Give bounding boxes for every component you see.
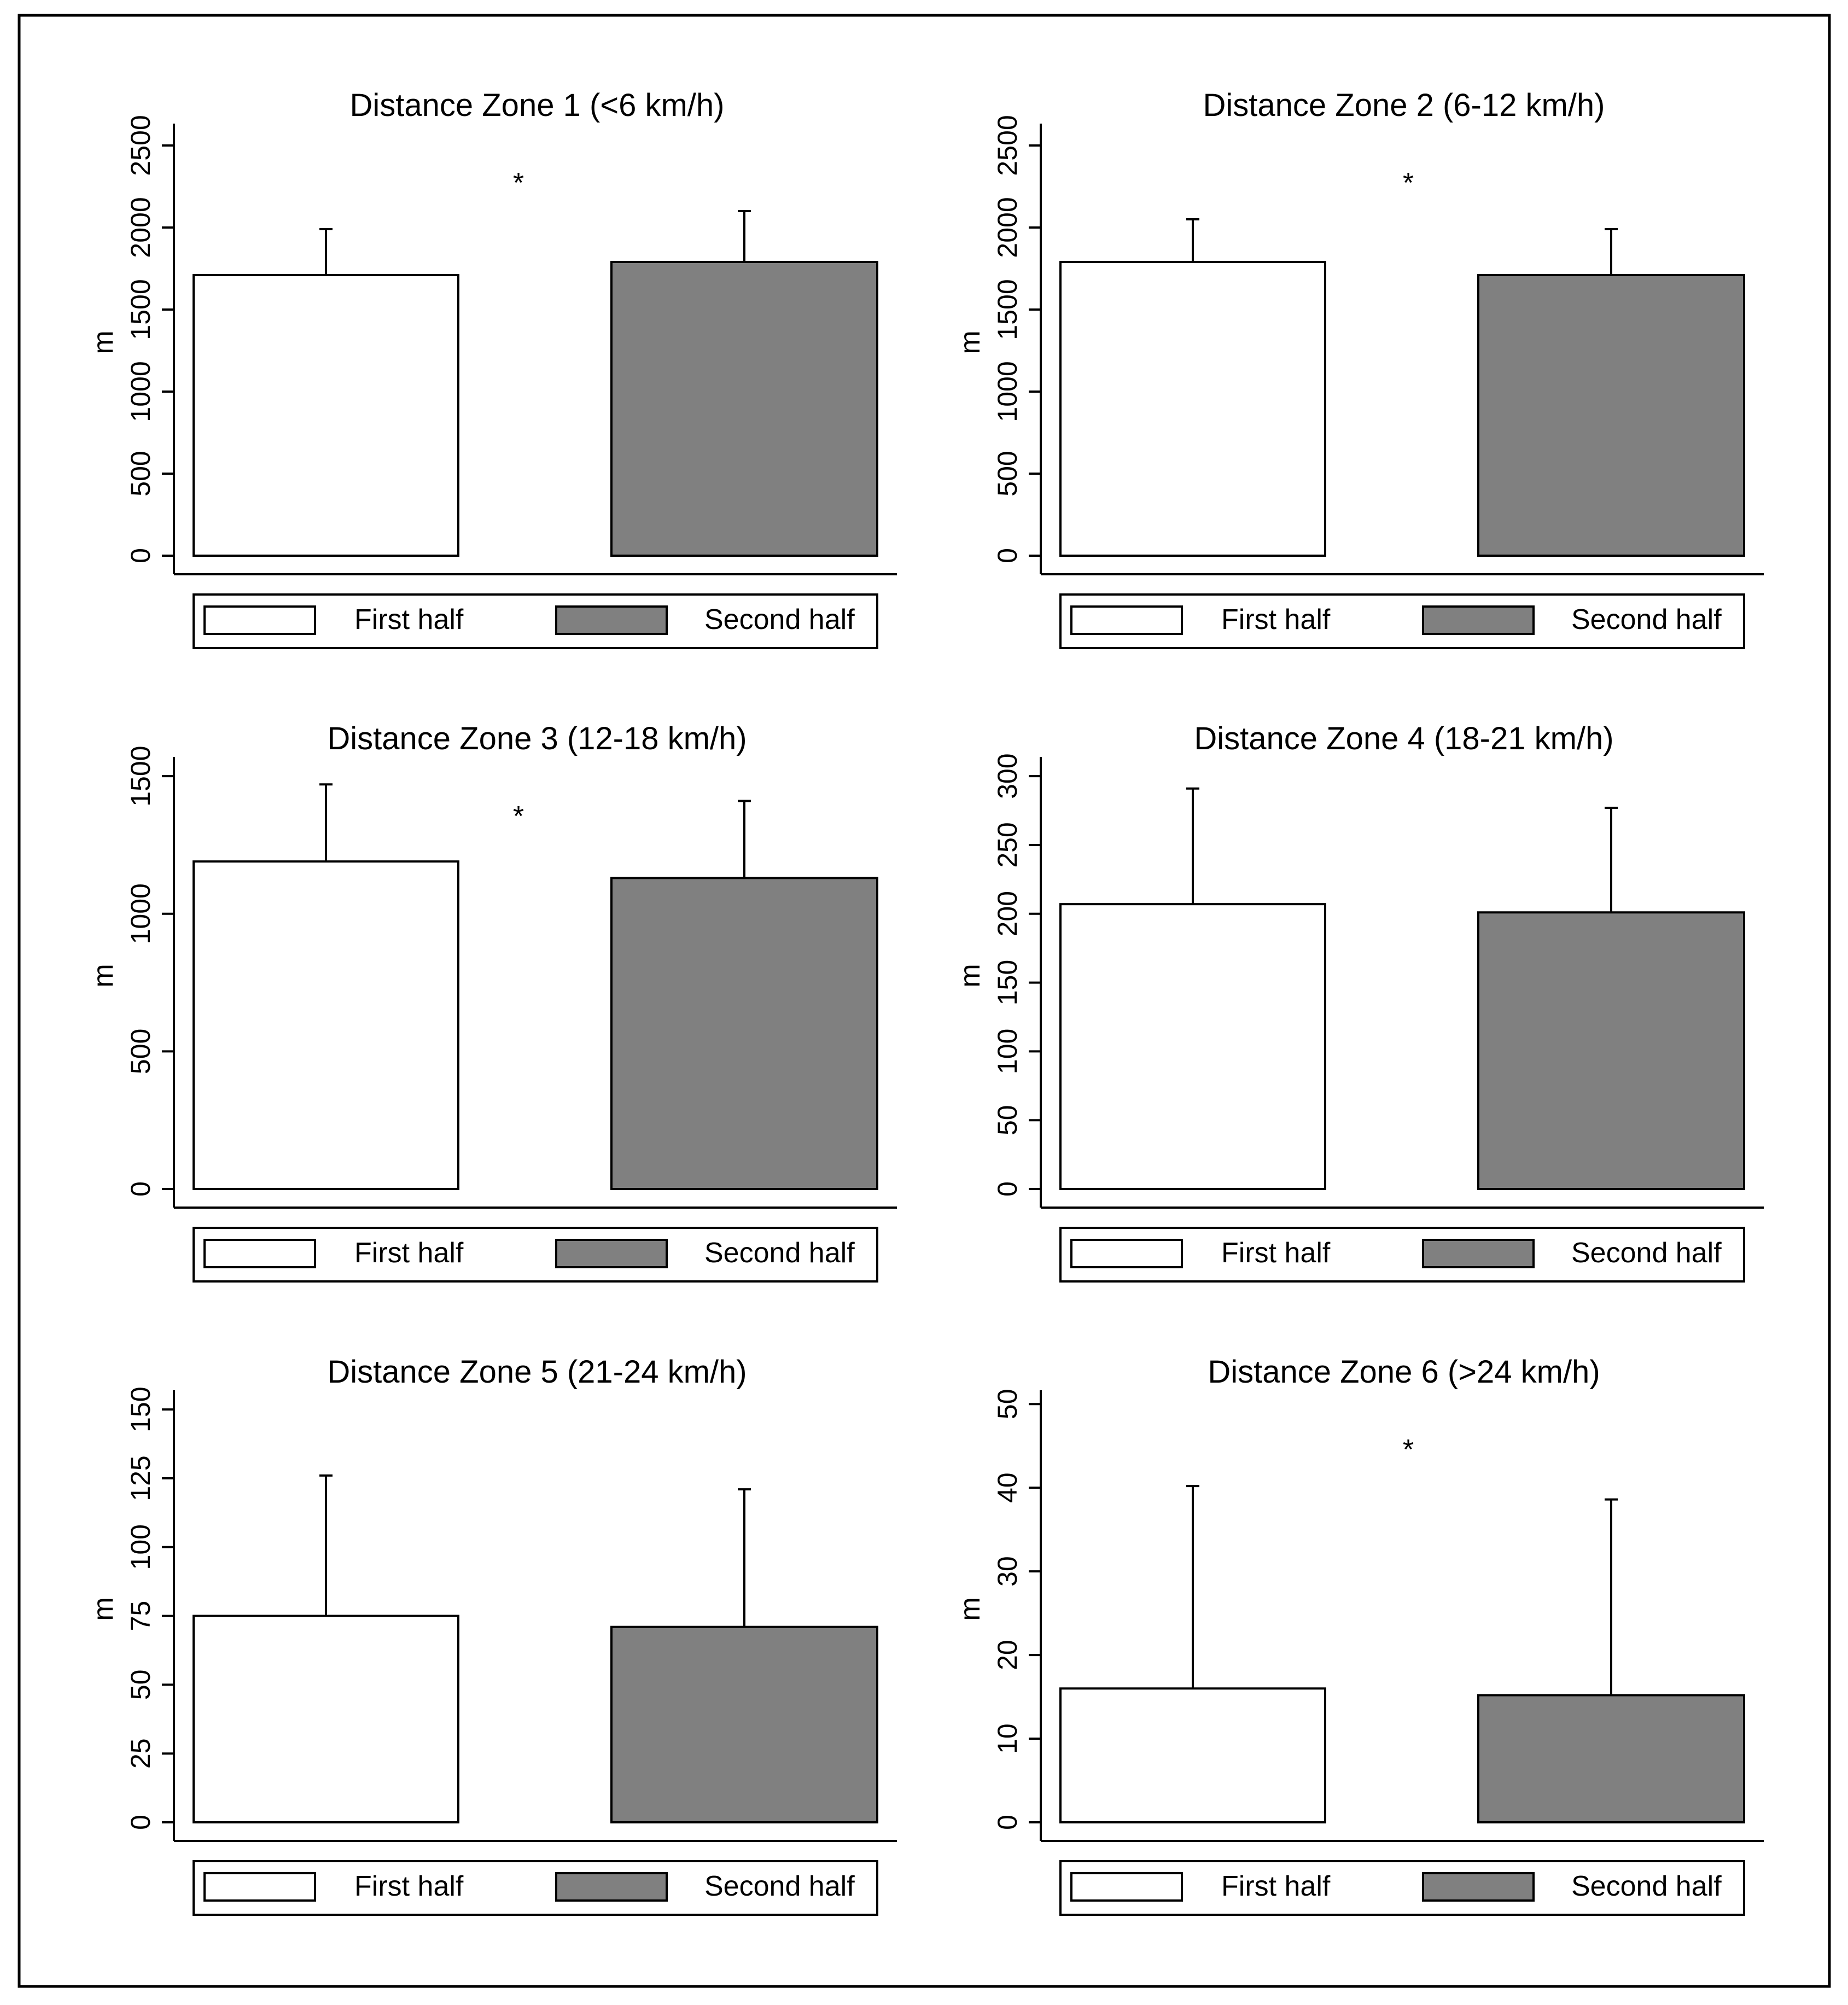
- chart-title: Distance Zone 1 (<6 km/h): [349, 88, 724, 123]
- y-tick-label: 500: [992, 451, 1023, 496]
- y-tick-label: 0: [125, 548, 156, 563]
- y-tick-label: 0: [992, 548, 1023, 563]
- bar-second-half: [1477, 911, 1745, 1190]
- legend-label-first-half: First half: [1221, 1237, 1331, 1269]
- y-tick-label: 30: [992, 1556, 1023, 1587]
- y-tick-label: 50: [992, 1389, 1023, 1419]
- bar-first-half: [1059, 903, 1326, 1190]
- legend-swatch-second-half: [1422, 605, 1535, 635]
- y-axis-label: m: [88, 1597, 119, 1621]
- significance-marker: *: [1403, 167, 1414, 199]
- legend-swatch-first-half: [1070, 1239, 1183, 1268]
- legend-swatch-first-half: [1070, 1872, 1183, 1902]
- legend-swatch-second-half: [555, 1239, 668, 1268]
- legend-label-second-half: Second half: [1571, 1870, 1722, 1902]
- legend-label-second-half: Second half: [704, 604, 855, 636]
- y-tick-label: 250: [992, 822, 1023, 867]
- bar-second-half: [1477, 1694, 1745, 1823]
- legend-label-first-half: First half: [354, 604, 464, 636]
- chart-title: Distance Zone 5 (21-24 km/h): [327, 1354, 747, 1390]
- chart-panel-3: Distance Zone 3 (12-18 km/h) 0 500 1000 1500…: [88, 721, 897, 1283]
- y-tick-label: 2500: [992, 115, 1023, 176]
- y-tick-label: 100: [992, 1029, 1023, 1074]
- legend-swatch-first-half: [203, 1872, 316, 1902]
- y-tick-label: 150: [125, 1386, 156, 1432]
- y-tick-label: 25: [125, 1738, 156, 1769]
- y-tick-label: 125: [125, 1455, 156, 1501]
- y-tick-label: 500: [125, 451, 156, 496]
- y-tick-label: 10: [992, 1723, 1023, 1754]
- bar-second-half: [1477, 274, 1745, 557]
- legend-swatch-first-half: [1070, 605, 1183, 635]
- y-tick-label: 20: [992, 1640, 1023, 1670]
- chart-panel-4: Distance Zone 4 (18-21 km/h) 0 50 100 150 200…: [954, 721, 1764, 1283]
- legend-swatch-second-half: [555, 1872, 668, 1902]
- y-tick-label: 50: [992, 1105, 1023, 1135]
- y-tick-label: 40: [992, 1472, 1023, 1503]
- bar-second-half: [610, 1625, 878, 1823]
- y-tick-label: 1500: [125, 746, 156, 807]
- y-tick-label: 2000: [992, 197, 1023, 258]
- significance-marker: *: [513, 801, 524, 832]
- legend-label-second-half: Second half: [1571, 604, 1722, 636]
- chart-title: Distance Zone 3 (12-18 km/h): [327, 721, 747, 756]
- y-axis-label: m: [88, 964, 119, 987]
- y-axis-label: m: [954, 964, 986, 987]
- y-tick-label: 200: [992, 891, 1023, 936]
- bar-first-half: [193, 274, 459, 557]
- significance-marker: *: [513, 167, 524, 199]
- y-tick-label: 0: [125, 1815, 156, 1830]
- y-tick-label: 2000: [125, 197, 156, 258]
- y-tick-label: 150: [992, 960, 1023, 1005]
- legend-swatch-first-half: [203, 1239, 316, 1268]
- legend-label-first-half: First half: [354, 1237, 464, 1269]
- y-tick-label: 1000: [125, 361, 156, 422]
- legend-label-second-half: Second half: [704, 1237, 855, 1269]
- legend-box: [1059, 593, 1745, 649]
- bar-second-half: [610, 877, 878, 1190]
- significance-marker: *: [1403, 1434, 1414, 1466]
- legend-label-first-half: First half: [1221, 1870, 1331, 1902]
- y-tick-label: 0: [125, 1181, 156, 1197]
- y-tick-label: 1500: [125, 279, 156, 340]
- y-axis-label: m: [88, 330, 119, 354]
- y-tick-label: 75: [125, 1601, 156, 1631]
- y-tick-label: 100: [125, 1524, 156, 1570]
- panels: Distance Zone 1 (<6 km/h)050010001500200…: [88, 88, 1764, 1916]
- y-axis-label: m: [954, 330, 986, 354]
- chart-panel-5: Distance Zone 5 (21-24 km/h) 0 25 50 75 100 12…: [88, 1354, 897, 1916]
- chart-title: Distance Zone 4 (18-21 km/h): [1194, 721, 1613, 756]
- bar-first-half: [1059, 1687, 1326, 1824]
- legend-label-first-half: First half: [1221, 604, 1331, 636]
- y-tick-label: 1500: [992, 279, 1023, 340]
- y-tick-label: 0: [992, 1181, 1023, 1197]
- chart-panel-1: Distance Zone 1 (<6 km/h) 0 500 1000 1500 200…: [88, 88, 897, 649]
- legend-swatch-second-half: [1422, 1239, 1535, 1268]
- chart-title: Distance Zone 2 (6-12 km/h): [1203, 88, 1605, 123]
- y-tick-label: 500: [125, 1029, 156, 1074]
- legend-swatch-second-half: [555, 605, 668, 635]
- y-tick-label: 2500: [125, 115, 156, 176]
- bar-second-half: [610, 261, 878, 557]
- legend-label-first-half: First half: [354, 1870, 464, 1902]
- y-tick-label: 300: [992, 753, 1023, 798]
- bar-first-half: [193, 860, 459, 1190]
- legend-swatch-first-half: [203, 605, 316, 635]
- y-tick-label: 0: [992, 1815, 1023, 1830]
- chart-panel-2: Distance Zone 2 (6-12 km/h) 0 500 1000 1500 2…: [954, 88, 1764, 649]
- y-tick-label: 1000: [992, 361, 1023, 422]
- y-axis-label: m: [954, 1597, 986, 1621]
- chart-panel-6: Distance Zone 6 (>24 km/h) 0 10 20 30 40 50 m * F…: [954, 1354, 1764, 1916]
- bar-first-half: [1059, 261, 1326, 557]
- y-tick-label: 50: [125, 1670, 156, 1700]
- legend-swatch-second-half: [1422, 1872, 1535, 1902]
- legend-label-second-half: Second half: [1571, 1237, 1722, 1269]
- legend-label-second-half: Second half: [704, 1870, 855, 1902]
- chart-title: Distance Zone 6 (>24 km/h): [1208, 1354, 1600, 1390]
- y-tick-label: 1000: [125, 883, 156, 944]
- bar-first-half: [193, 1615, 459, 1823]
